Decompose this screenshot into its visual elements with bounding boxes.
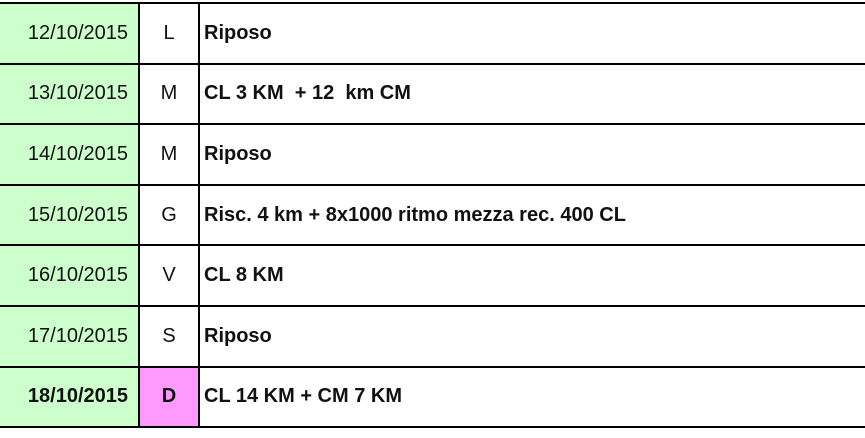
table-row: 13/10/2015 M CL 3 KM + 12 km CM (0, 62, 865, 124)
table-row: 16/10/2015 V CL 8 KM (0, 244, 865, 305)
day-cell[interactable]: M (140, 64, 200, 124)
table-row: 14/10/2015 M Riposo (0, 123, 865, 184)
workout-cell[interactable]: Risc. 4 km + 8x1000 ritmo mezza rec. 400… (204, 203, 626, 226)
day-cell[interactable]: V (140, 246, 200, 305)
table-row: 15/10/2015 G Risc. 4 km + 8x1000 ritmo m… (0, 183, 865, 245)
workout-cell[interactable]: Riposo (204, 324, 272, 347)
date-cell[interactable]: 14/10/2015 (0, 125, 140, 184)
table-row: 17/10/2015 S Riposo (0, 304, 865, 366)
day-cell-highlighted[interactable]: D (140, 367, 200, 427)
date-cell[interactable]: 15/10/2015 (0, 185, 140, 245)
workout-cell[interactable]: Riposo (204, 21, 272, 44)
workout-cell[interactable]: CL 8 KM (204, 264, 284, 287)
date-cell[interactable]: 18/10/2015 (0, 367, 140, 427)
date-cell[interactable]: 13/10/2015 (0, 64, 140, 124)
table-row-highlighted: 18/10/2015 D CL 14 KM + CM 7 KM (0, 365, 865, 429)
day-cell[interactable]: S (140, 306, 200, 366)
date-cell[interactable]: 16/10/2015 (0, 246, 140, 305)
date-cell[interactable]: 17/10/2015 (0, 306, 140, 366)
date-cell[interactable]: 12/10/2015 (0, 4, 140, 63)
workout-cell[interactable]: Riposo (204, 142, 272, 165)
day-cell[interactable]: L (140, 4, 200, 63)
workout-cell[interactable]: CL 3 KM + 12 km CM (204, 82, 411, 105)
training-schedule-table: 12/10/2015 L Riposo 13/10/2015 M CL 3 KM… (0, 2, 865, 429)
day-cell[interactable]: G (140, 185, 200, 245)
table-row: 12/10/2015 L Riposo (0, 2, 865, 63)
day-cell[interactable]: M (140, 125, 200, 184)
workout-cell[interactable]: CL 14 KM + CM 7 KM (204, 385, 402, 408)
